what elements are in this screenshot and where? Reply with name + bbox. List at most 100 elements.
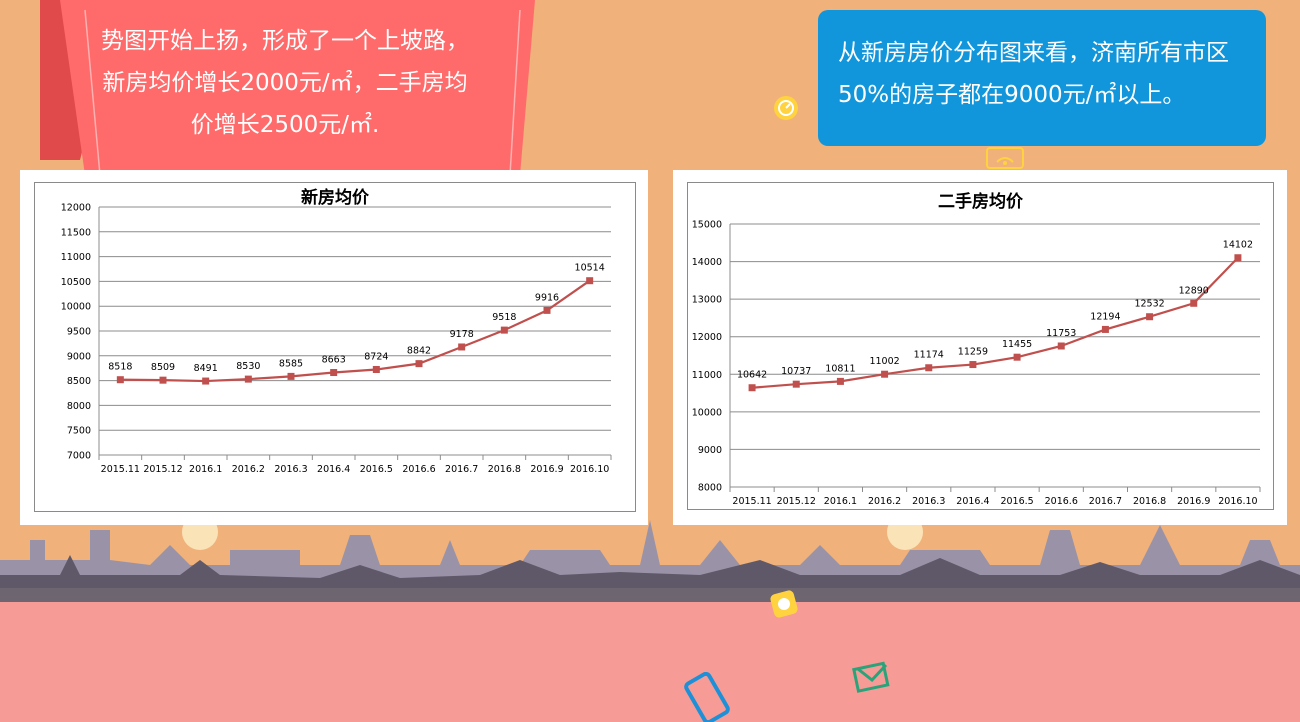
data-point bbox=[458, 343, 466, 351]
data-point bbox=[415, 360, 423, 368]
y-tick-label: 12000 bbox=[61, 203, 91, 214]
data-label: 8509 bbox=[151, 362, 175, 373]
wifi-icon bbox=[986, 147, 1024, 169]
data-label: 11753 bbox=[1046, 328, 1076, 339]
right-callout-bubble: 从新房房价分布图来看，济南所有市区 50%的房子都在9000元/㎡以上。 bbox=[818, 10, 1266, 146]
x-tick-label: 2016.2 bbox=[232, 464, 265, 475]
x-tick-label: 2016.1 bbox=[189, 464, 222, 475]
data-label: 9916 bbox=[535, 292, 559, 303]
data-point bbox=[159, 376, 167, 384]
envelope-icon bbox=[852, 661, 890, 693]
x-tick-label: 2015.11 bbox=[101, 464, 140, 475]
y-tick-label: 7000 bbox=[67, 451, 91, 462]
right-callout-line: 从新房房价分布图来看，济南所有市区 bbox=[838, 40, 1229, 66]
y-tick-label: 10000 bbox=[692, 407, 722, 418]
data-point bbox=[792, 380, 800, 388]
data-point bbox=[1190, 299, 1198, 307]
data-label: 10811 bbox=[825, 363, 855, 374]
x-tick-label: 2015.11 bbox=[732, 496, 771, 507]
data-label: 8518 bbox=[108, 362, 132, 373]
chart-frame: 新房均价 7000 7500 8000 8500 9000 9500 10000 10500 11… bbox=[34, 182, 636, 512]
left-callout-line: 价增长2500元/㎡. bbox=[190, 112, 380, 138]
data-point bbox=[1057, 342, 1065, 350]
x-tick-label: 2016.7 bbox=[1089, 496, 1122, 507]
data-label: 8491 bbox=[194, 363, 218, 374]
data-point bbox=[330, 369, 338, 377]
y-tick-label: 13000 bbox=[692, 295, 722, 306]
second-hand-chart-panel: 二手房均价 8000 9000 10000 11000 12000 13000 14000 15… bbox=[673, 170, 1287, 525]
y-tick-label: 11000 bbox=[61, 252, 91, 263]
second-hand-price-chart: 二手房均价 8000 9000 10000 11000 12000 13000 14000 15… bbox=[692, 191, 1261, 507]
data-point bbox=[116, 376, 124, 384]
data-point bbox=[543, 306, 551, 314]
data-label: 14102 bbox=[1223, 240, 1253, 251]
data-point bbox=[372, 365, 380, 373]
x-tick-label: 2016.5 bbox=[360, 464, 393, 475]
x-tick-label: 2016.9 bbox=[530, 464, 563, 475]
left-callout-line: 新房均价增长2000元/㎡，二手房均 bbox=[102, 70, 468, 96]
data-point bbox=[244, 375, 252, 383]
data-label: 10737 bbox=[781, 366, 811, 377]
x-tick-label: 2016.3 bbox=[274, 464, 307, 475]
data-point bbox=[287, 372, 295, 380]
x-tick-label: 2016.4 bbox=[317, 464, 350, 475]
x-tick-label: 2015.12 bbox=[777, 496, 816, 507]
data-label: 12194 bbox=[1090, 311, 1120, 322]
y-tick-label: 11000 bbox=[692, 370, 722, 381]
data-point bbox=[1234, 254, 1242, 262]
data-label: 11455 bbox=[1002, 339, 1032, 350]
data-label: 11259 bbox=[958, 347, 988, 358]
data-label: 8530 bbox=[236, 361, 260, 372]
data-label: 10514 bbox=[575, 263, 605, 274]
data-point bbox=[586, 277, 594, 285]
data-label: 11174 bbox=[914, 350, 944, 361]
left-ribbon-shape bbox=[40, 0, 535, 176]
data-label: 12532 bbox=[1134, 299, 1164, 310]
chart-title: 二手房均价 bbox=[938, 191, 1024, 212]
x-tick-label: 2016.1 bbox=[824, 496, 857, 507]
data-label: 11002 bbox=[869, 356, 899, 367]
chart-frame: 二手房均价 8000 9000 10000 11000 12000 13000 14000 15… bbox=[687, 182, 1274, 510]
chart-title: 新房均价 bbox=[301, 187, 370, 208]
new-house-price-chart: 新房均价 7000 7500 8000 8500 9000 9500 10000 10500 11… bbox=[61, 187, 612, 475]
clock-icon bbox=[774, 96, 798, 120]
x-tick-label: 2016.10 bbox=[570, 464, 609, 475]
x-tick-label: 2016.3 bbox=[912, 496, 945, 507]
y-tick-label: 10000 bbox=[61, 302, 91, 313]
y-tick-label: 11500 bbox=[61, 227, 91, 238]
data-label: 9518 bbox=[492, 312, 516, 323]
x-tick-label: 2016.7 bbox=[445, 464, 478, 475]
data-point bbox=[202, 377, 210, 385]
data-label: 9178 bbox=[450, 329, 474, 340]
x-tick-label: 2015.12 bbox=[143, 464, 182, 475]
y-tick-label: 8500 bbox=[67, 376, 91, 387]
x-tick-label: 2016.8 bbox=[488, 464, 521, 475]
data-point bbox=[500, 326, 508, 334]
new-house-chart-panel: 新房均价 7000 7500 8000 8500 9000 9500 10000 10500 11… bbox=[20, 170, 648, 525]
data-point bbox=[1013, 353, 1021, 361]
city-skyline-illustration bbox=[0, 520, 1300, 602]
y-tick-label: 8000 bbox=[698, 483, 722, 494]
x-tick-label: 2016.9 bbox=[1177, 496, 1210, 507]
phone-icon bbox=[684, 672, 730, 722]
data-label: 8724 bbox=[364, 351, 388, 362]
x-tick-label: 2016.6 bbox=[402, 464, 435, 475]
series-line bbox=[120, 279, 591, 383]
y-tick-label: 14000 bbox=[692, 257, 722, 268]
y-tick-label: 10500 bbox=[61, 277, 91, 288]
left-callout-line: 势图开始上扬，形成了一个上坡路， bbox=[101, 28, 469, 54]
y-tick-label: 15000 bbox=[692, 220, 722, 231]
data-point bbox=[925, 364, 933, 372]
x-tick-label: 2016.5 bbox=[1000, 496, 1033, 507]
data-label: 8585 bbox=[279, 358, 303, 369]
data-point bbox=[836, 377, 844, 385]
data-point bbox=[969, 361, 977, 369]
left-callout-text: 势图开始上扬，形成了一个上坡路， 新房均价增长2000元/㎡，二手房均 价增长2… bbox=[80, 20, 490, 146]
series-line bbox=[751, 256, 1239, 389]
data-label: 8842 bbox=[407, 346, 431, 357]
x-tick-label: 2016.8 bbox=[1133, 496, 1166, 507]
data-point bbox=[748, 384, 756, 392]
data-label: 8663 bbox=[322, 355, 346, 366]
right-callout-line: 50%的房子都在9000元/㎡以上。 bbox=[838, 82, 1186, 108]
x-tick-label: 2016.2 bbox=[868, 496, 901, 507]
